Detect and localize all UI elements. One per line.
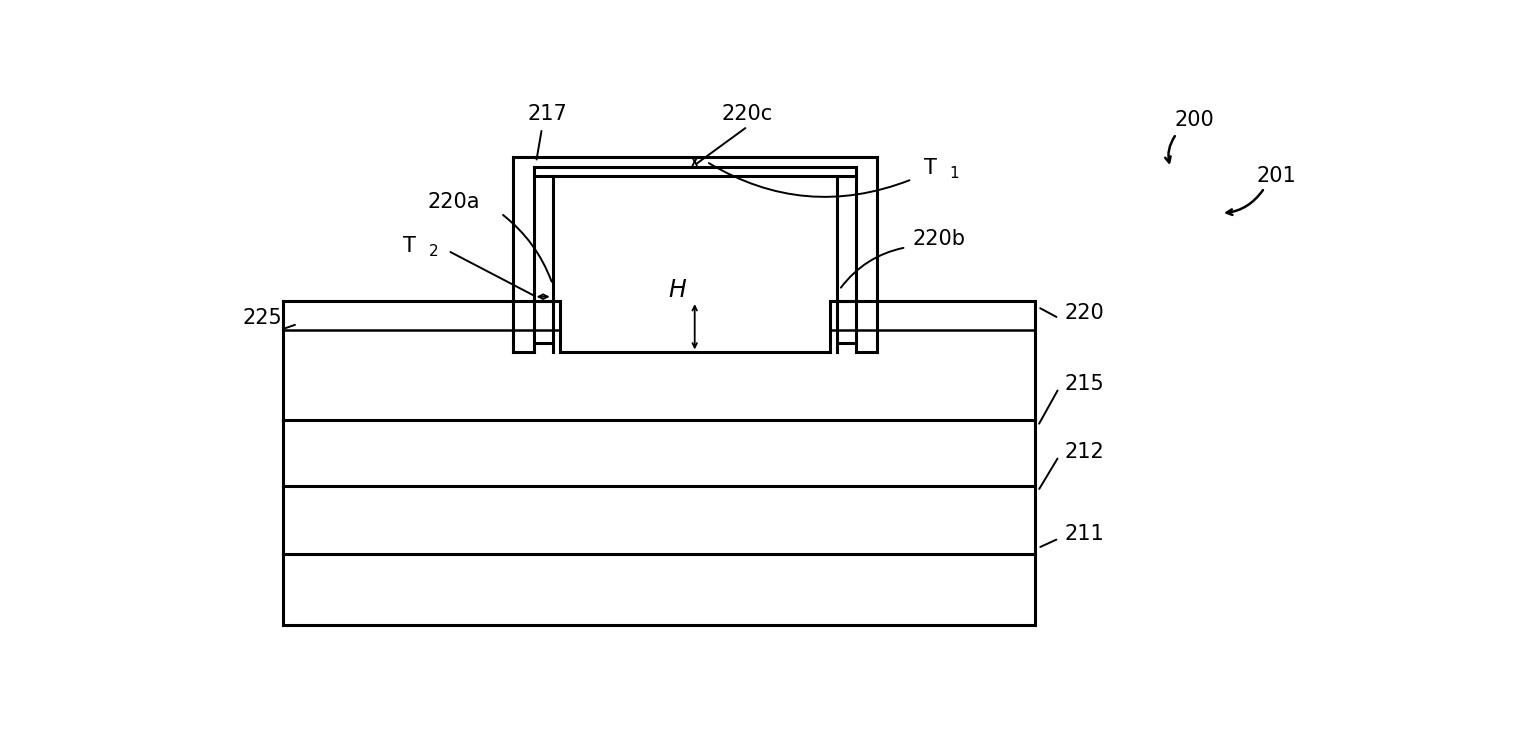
Text: 201: 201 [1257,167,1296,186]
Text: 220c: 220c [722,104,773,124]
Text: H: H [669,278,685,302]
Text: 215: 215 [1064,374,1105,394]
Text: 220b: 220b [913,228,966,249]
Text: 1: 1 [949,166,960,181]
Text: 200: 200 [1175,110,1214,130]
Text: 220a: 220a [428,192,481,212]
Text: 220: 220 [1064,303,1105,323]
Text: T: T [403,236,417,256]
Text: 217: 217 [528,104,567,124]
Text: 225: 225 [243,308,282,328]
Text: 2: 2 [429,245,438,259]
Text: 212: 212 [1064,441,1105,461]
Text: T: T [923,158,937,178]
Text: 211: 211 [1064,524,1105,544]
